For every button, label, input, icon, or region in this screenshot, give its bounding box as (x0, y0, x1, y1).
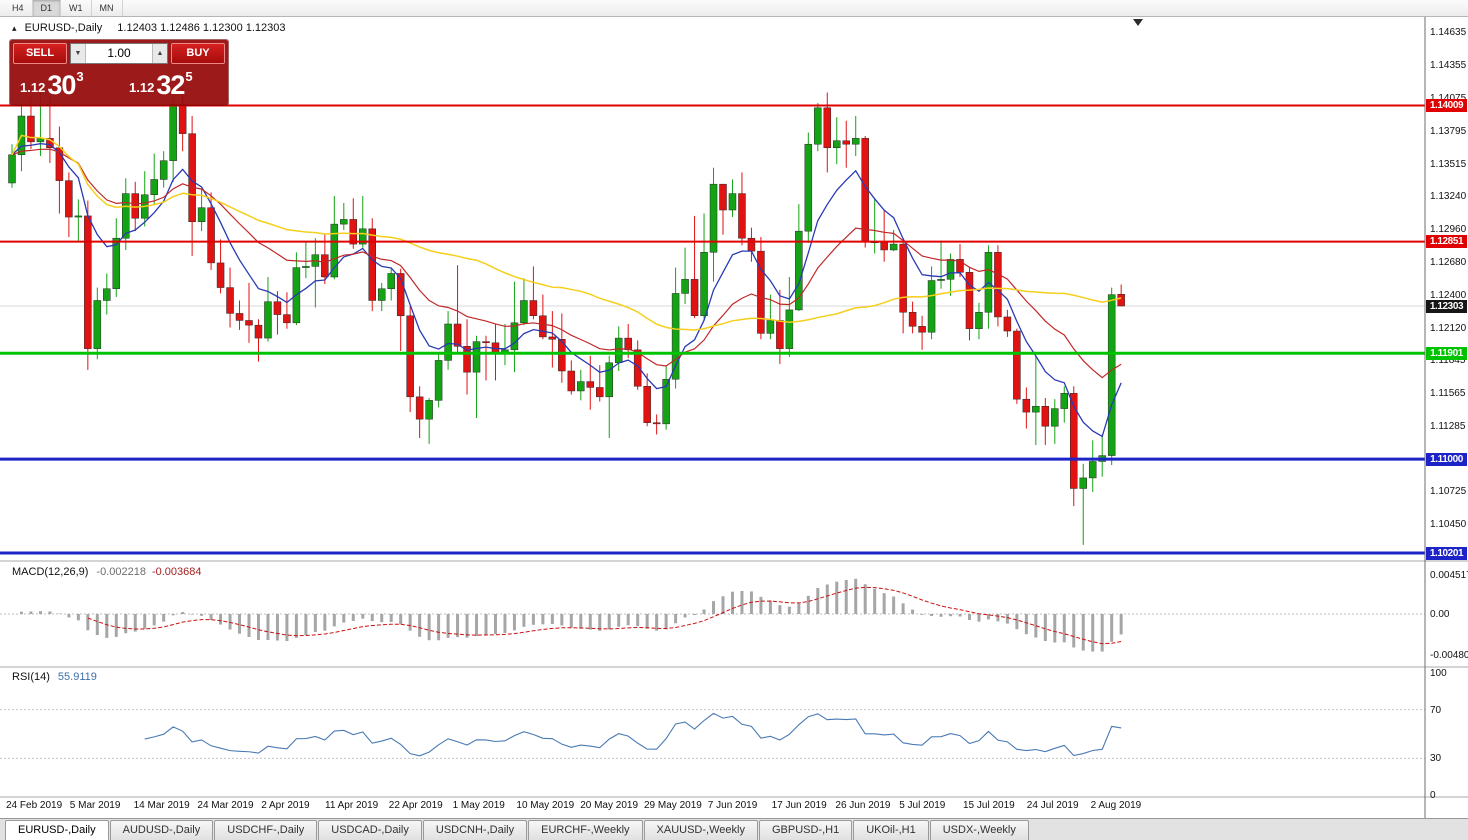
chart-tab-usdchf-daily[interactable]: USDCHF-,Daily (214, 820, 318, 840)
chart-tab-eurchf-weekly[interactable]: EURCHF-,Weekly (528, 820, 643, 840)
price-axis-tick: 1.12960 (1430, 223, 1467, 235)
collapse-panel-icon[interactable]: ▴ (12, 23, 17, 33)
buy-button[interactable]: BUY (171, 43, 225, 64)
date-label: 2 Apr 2019 (261, 800, 310, 811)
sell-button[interactable]: SELL (13, 43, 67, 64)
buy-price-pipette: 5 (185, 69, 193, 84)
date-label: 22 Apr 2019 (388, 800, 443, 811)
chart-tab-xauusd-weekly[interactable]: XAUUSD-,Weekly (643, 820, 758, 840)
level-price-tag: 1.11901 (1426, 346, 1467, 360)
rsi-axis-tick: 0 (1430, 790, 1436, 801)
chart-tab-gbpusd-h1[interactable]: GBPUSD-,H1 (758, 820, 853, 840)
price-axis-tick: 1.12400 (1430, 289, 1467, 301)
price-axis-tick: 1.12120 (1430, 322, 1467, 334)
chart-tab-eurusd-daily[interactable]: EURUSD-,Daily (5, 820, 109, 840)
date-label: 11 Apr 2019 (325, 800, 379, 811)
volume-decrease-icon[interactable]: ▼ (71, 44, 86, 63)
level-price-tag: 1.11000 (1426, 452, 1467, 466)
date-label: 15 Jul 2019 (963, 800, 1015, 811)
timeframe-button-d1[interactable]: D1 (32, 0, 62, 16)
price-axis-tick: 1.13795 (1430, 125, 1467, 137)
chart-tab-usdcad-daily[interactable]: USDCAD-,Daily (318, 820, 422, 840)
chart-tab-usdcnh-daily[interactable]: USDCNH-,Daily (422, 820, 528, 840)
macd-label: MACD(12,26,9) -0.002218 -0.003684 (12, 566, 202, 578)
date-label: 7 Jun 2019 (707, 800, 758, 811)
chart-header: ▴ EURUSD-,Daily 1.12403 1.12486 1.12300 … (12, 22, 286, 34)
bid-price-tag: 1.12303 (1426, 299, 1467, 313)
buy-price-display[interactable]: 1.12 32 5 (119, 64, 228, 102)
rsi-axis-tick: 70 (1430, 704, 1442, 716)
date-label: 5 Mar 2019 (69, 800, 121, 811)
macd-axis-tick: -0.004806 (1430, 650, 1468, 662)
macd-axis-tick: 0.00 (1430, 609, 1450, 620)
rsi-axis-tick: 100 (1430, 668, 1447, 679)
volume-increase-icon[interactable]: ▲ (152, 44, 167, 63)
sell-price-pipette: 3 (76, 69, 84, 84)
level-price-tag: 1.12851 (1426, 235, 1467, 249)
date-label: 24 Jul 2019 (1026, 800, 1079, 811)
price-axis-tick: 1.10450 (1430, 518, 1467, 530)
buy-price-big: 32 (156, 70, 185, 100)
price-axis-tick: 1.11845 (1430, 354, 1466, 366)
date-label: 10 May 2019 (516, 800, 575, 811)
date-label: 24 Feb 2019 (6, 800, 63, 811)
one-click-trading-panel: SELL ▼ 1.00 ▲ BUY 1.12 30 3 1.12 32 5 (10, 40, 228, 105)
rsi-label: RSI(14) 55.9119 (12, 671, 97, 683)
price-axis-tick: 1.14635 (1430, 27, 1467, 38)
price-axis-tick: 1.12680 (1430, 256, 1467, 268)
date-label: 14 Mar 2019 (133, 800, 190, 811)
chart-symbol-period: EURUSD-,Daily (24, 22, 103, 34)
price-axis-tick: 1.13240 (1430, 190, 1467, 202)
sell-price-display[interactable]: 1.12 30 3 (10, 64, 119, 102)
chart-tab-usdx-weekly[interactable]: USDX-,Weekly (929, 820, 1029, 840)
timeframe-toolbar: H4 D1 W1 MN (0, 0, 1468, 17)
level-price-tag: 1.10201 (1426, 546, 1467, 560)
macd-main-value: -0.002218 (96, 566, 146, 578)
timeframe-button-h4[interactable]: H4 (4, 0, 33, 16)
price-axis-tick: 1.11285 (1430, 420, 1466, 432)
volume-value[interactable]: 1.00 (107, 46, 131, 60)
rsi-axis-tick: 30 (1430, 753, 1442, 765)
macd-axis-tick: 0.004517 (1430, 570, 1468, 582)
macd-signal-value: -0.003684 (151, 566, 202, 578)
date-label: 24 Mar 2019 (197, 800, 254, 811)
sell-price-prefix: 1.12 (20, 80, 46, 95)
date-label: 17 Jun 2019 (771, 800, 827, 811)
rsi-name: RSI(14) (12, 671, 50, 683)
level-price-tag: 1.14009 (1426, 99, 1467, 113)
price-axis-tick: 1.14075 (1430, 93, 1466, 104)
price-axis-tick: 1.14355 (1430, 59, 1467, 71)
timeframe-button-mn[interactable]: MN (92, 0, 123, 16)
date-label: 2 Aug 2019 (1090, 800, 1142, 811)
chart-shift-marker-icon (1133, 19, 1143, 26)
price-axis-tick: 1.13515 (1430, 158, 1467, 170)
date-label: 1 May 2019 (452, 800, 505, 811)
chart-tab-ukoil-h1[interactable]: UKOil-,H1 (853, 820, 929, 840)
chart-ohlc-values: 1.12403 1.12486 1.12300 1.12303 (117, 22, 286, 34)
chart-tab-audusd-daily[interactable]: AUDUSD-,Daily (109, 820, 214, 840)
buy-price-prefix: 1.12 (129, 80, 155, 95)
date-label: 26 Jun 2019 (835, 800, 891, 811)
price-axis-tick: 1.10725 (1430, 486, 1467, 498)
date-label: 20 May 2019 (580, 800, 639, 811)
chart-tab-bar: EURUSD-,Daily AUDUSD-,Daily USDCHF-,Daily U… (0, 818, 1468, 840)
price-axis-tick: 1.11565 (1430, 387, 1466, 399)
volume-field: ▼ 1.00 ▲ (70, 43, 168, 64)
sell-price-big: 30 (47, 70, 76, 100)
date-label: 29 May 2019 (644, 800, 702, 811)
date-label: 5 Jul 2019 (899, 800, 946, 811)
timeframe-button-w1[interactable]: W1 (61, 0, 92, 16)
macd-name: MACD(12,26,9) (12, 566, 89, 578)
rsi-value: 55.9119 (57, 671, 97, 683)
